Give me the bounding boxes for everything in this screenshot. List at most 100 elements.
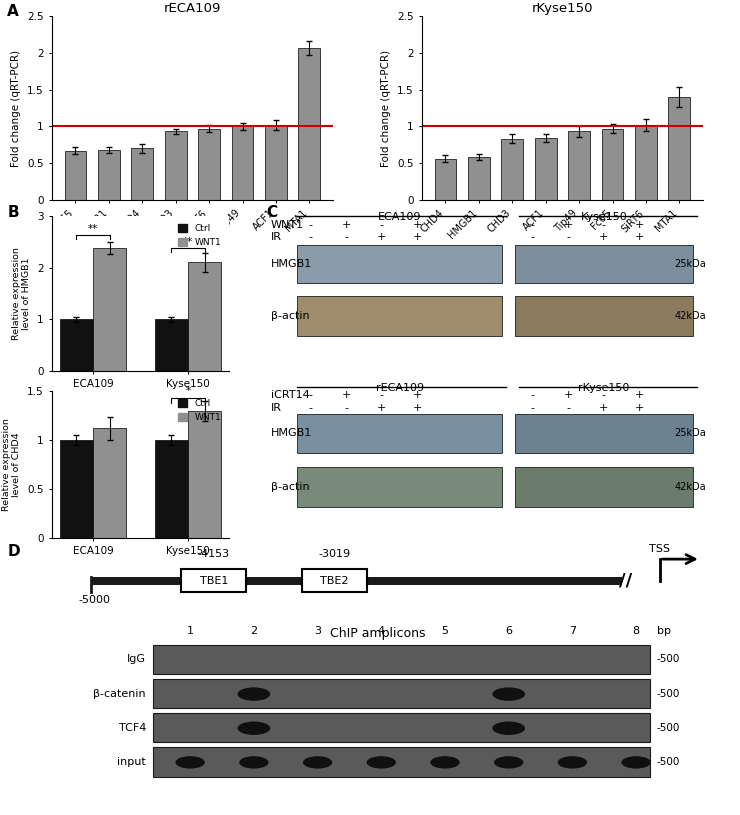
Text: TBE1: TBE1 (200, 576, 228, 586)
Text: β-actin: β-actin (271, 311, 309, 321)
Text: +: + (342, 219, 351, 230)
Bar (515, 296, 693, 336)
Legend: Ctrl, WNT1: Ctrl, WNT1 (175, 221, 225, 250)
Bar (64, 151, 87, 200)
Text: β-catenin: β-catenin (93, 689, 146, 698)
Ellipse shape (492, 687, 525, 701)
Text: 42kDa: 42kDa (674, 482, 706, 491)
Text: 4: 4 (377, 626, 385, 637)
Text: D: D (7, 544, 20, 559)
Bar (92, 577, 622, 584)
Text: +: + (413, 219, 422, 230)
Bar (265, 125, 287, 200)
Text: **: ** (88, 224, 98, 234)
Text: 5: 5 (442, 626, 448, 637)
Text: 2: 2 (250, 626, 258, 637)
Bar (155, 440, 188, 538)
Text: *: * (186, 386, 191, 396)
Text: IR: IR (271, 232, 282, 242)
Text: +: + (413, 232, 422, 242)
Text: -3019: -3019 (318, 549, 350, 559)
Ellipse shape (239, 756, 269, 769)
Ellipse shape (238, 721, 270, 735)
Bar (188, 411, 221, 538)
Text: -: - (380, 390, 384, 400)
Bar (568, 131, 590, 200)
Bar (468, 157, 490, 200)
Text: WNT1: WNT1 (271, 219, 304, 230)
Text: A: A (7, 4, 19, 19)
Text: B: B (7, 205, 19, 220)
Text: -5000: -5000 (79, 595, 111, 605)
Text: **: ** (183, 237, 193, 247)
Bar (60, 319, 93, 371)
Ellipse shape (303, 756, 332, 769)
Text: -: - (309, 390, 313, 400)
Text: +: + (377, 403, 386, 413)
Text: -500: -500 (656, 757, 680, 767)
Bar (165, 131, 186, 200)
Text: 42kDa: 42kDa (674, 311, 706, 321)
Text: +: + (377, 232, 386, 242)
Bar (297, 296, 502, 336)
Text: C: C (266, 205, 278, 220)
Bar (60, 440, 93, 538)
Bar (132, 148, 153, 200)
Bar (515, 467, 693, 507)
Text: -500: -500 (656, 654, 680, 664)
Text: -: - (309, 219, 313, 230)
Text: -: - (602, 390, 606, 400)
Bar (535, 138, 556, 200)
Text: 1: 1 (186, 626, 194, 637)
Bar (198, 129, 220, 200)
Text: +: + (413, 403, 422, 413)
Bar (602, 129, 623, 200)
Y-axis label: Relative expression
level of HMGB1: Relative expression level of HMGB1 (12, 247, 31, 340)
Text: -4153: -4153 (198, 549, 230, 559)
Y-axis label: Fold change (qRT-PCR): Fold change (qRT-PCR) (381, 50, 391, 166)
Y-axis label: Relative expression
level of CHD4: Relative expression level of CHD4 (2, 418, 21, 511)
Text: 25kDa: 25kDa (674, 259, 706, 269)
Text: +: + (635, 403, 644, 413)
Text: -: - (531, 232, 535, 242)
Text: -: - (602, 219, 606, 230)
Text: HMGB1: HMGB1 (271, 259, 312, 269)
Title: rKyse150: rKyse150 (531, 2, 593, 15)
Text: -: - (380, 219, 384, 230)
Text: +: + (635, 219, 644, 230)
Bar (502, 139, 523, 200)
Bar (188, 262, 221, 371)
Text: IgG: IgG (127, 654, 146, 664)
Ellipse shape (558, 756, 587, 769)
Bar (152, 713, 650, 742)
Ellipse shape (366, 756, 396, 769)
Text: -500: -500 (656, 723, 680, 733)
Text: iCRT14: iCRT14 (271, 390, 309, 400)
Text: TBE2: TBE2 (320, 576, 349, 586)
Bar (297, 245, 502, 284)
Text: β-actin: β-actin (271, 482, 309, 491)
Text: -: - (566, 403, 571, 413)
Bar (181, 570, 246, 593)
Bar (515, 414, 693, 452)
Ellipse shape (494, 756, 523, 769)
Text: +: + (599, 232, 608, 242)
Text: -: - (566, 232, 571, 242)
Text: -: - (531, 219, 535, 230)
Bar (98, 150, 120, 200)
Text: input: input (117, 757, 146, 767)
Bar (152, 747, 650, 777)
Text: +: + (635, 232, 644, 242)
Text: -: - (344, 403, 349, 413)
Y-axis label: Fold change (qRT-PCR): Fold change (qRT-PCR) (11, 50, 21, 166)
Text: -500: -500 (656, 689, 680, 698)
Text: Kyse150: Kyse150 (580, 212, 628, 222)
Bar (302, 570, 366, 593)
Text: TSS: TSS (650, 544, 670, 554)
Ellipse shape (175, 756, 205, 769)
Bar (515, 245, 693, 284)
Ellipse shape (622, 756, 650, 769)
Text: -: - (344, 232, 349, 242)
Text: bp: bp (656, 626, 670, 637)
Text: 25kDa: 25kDa (674, 429, 706, 438)
